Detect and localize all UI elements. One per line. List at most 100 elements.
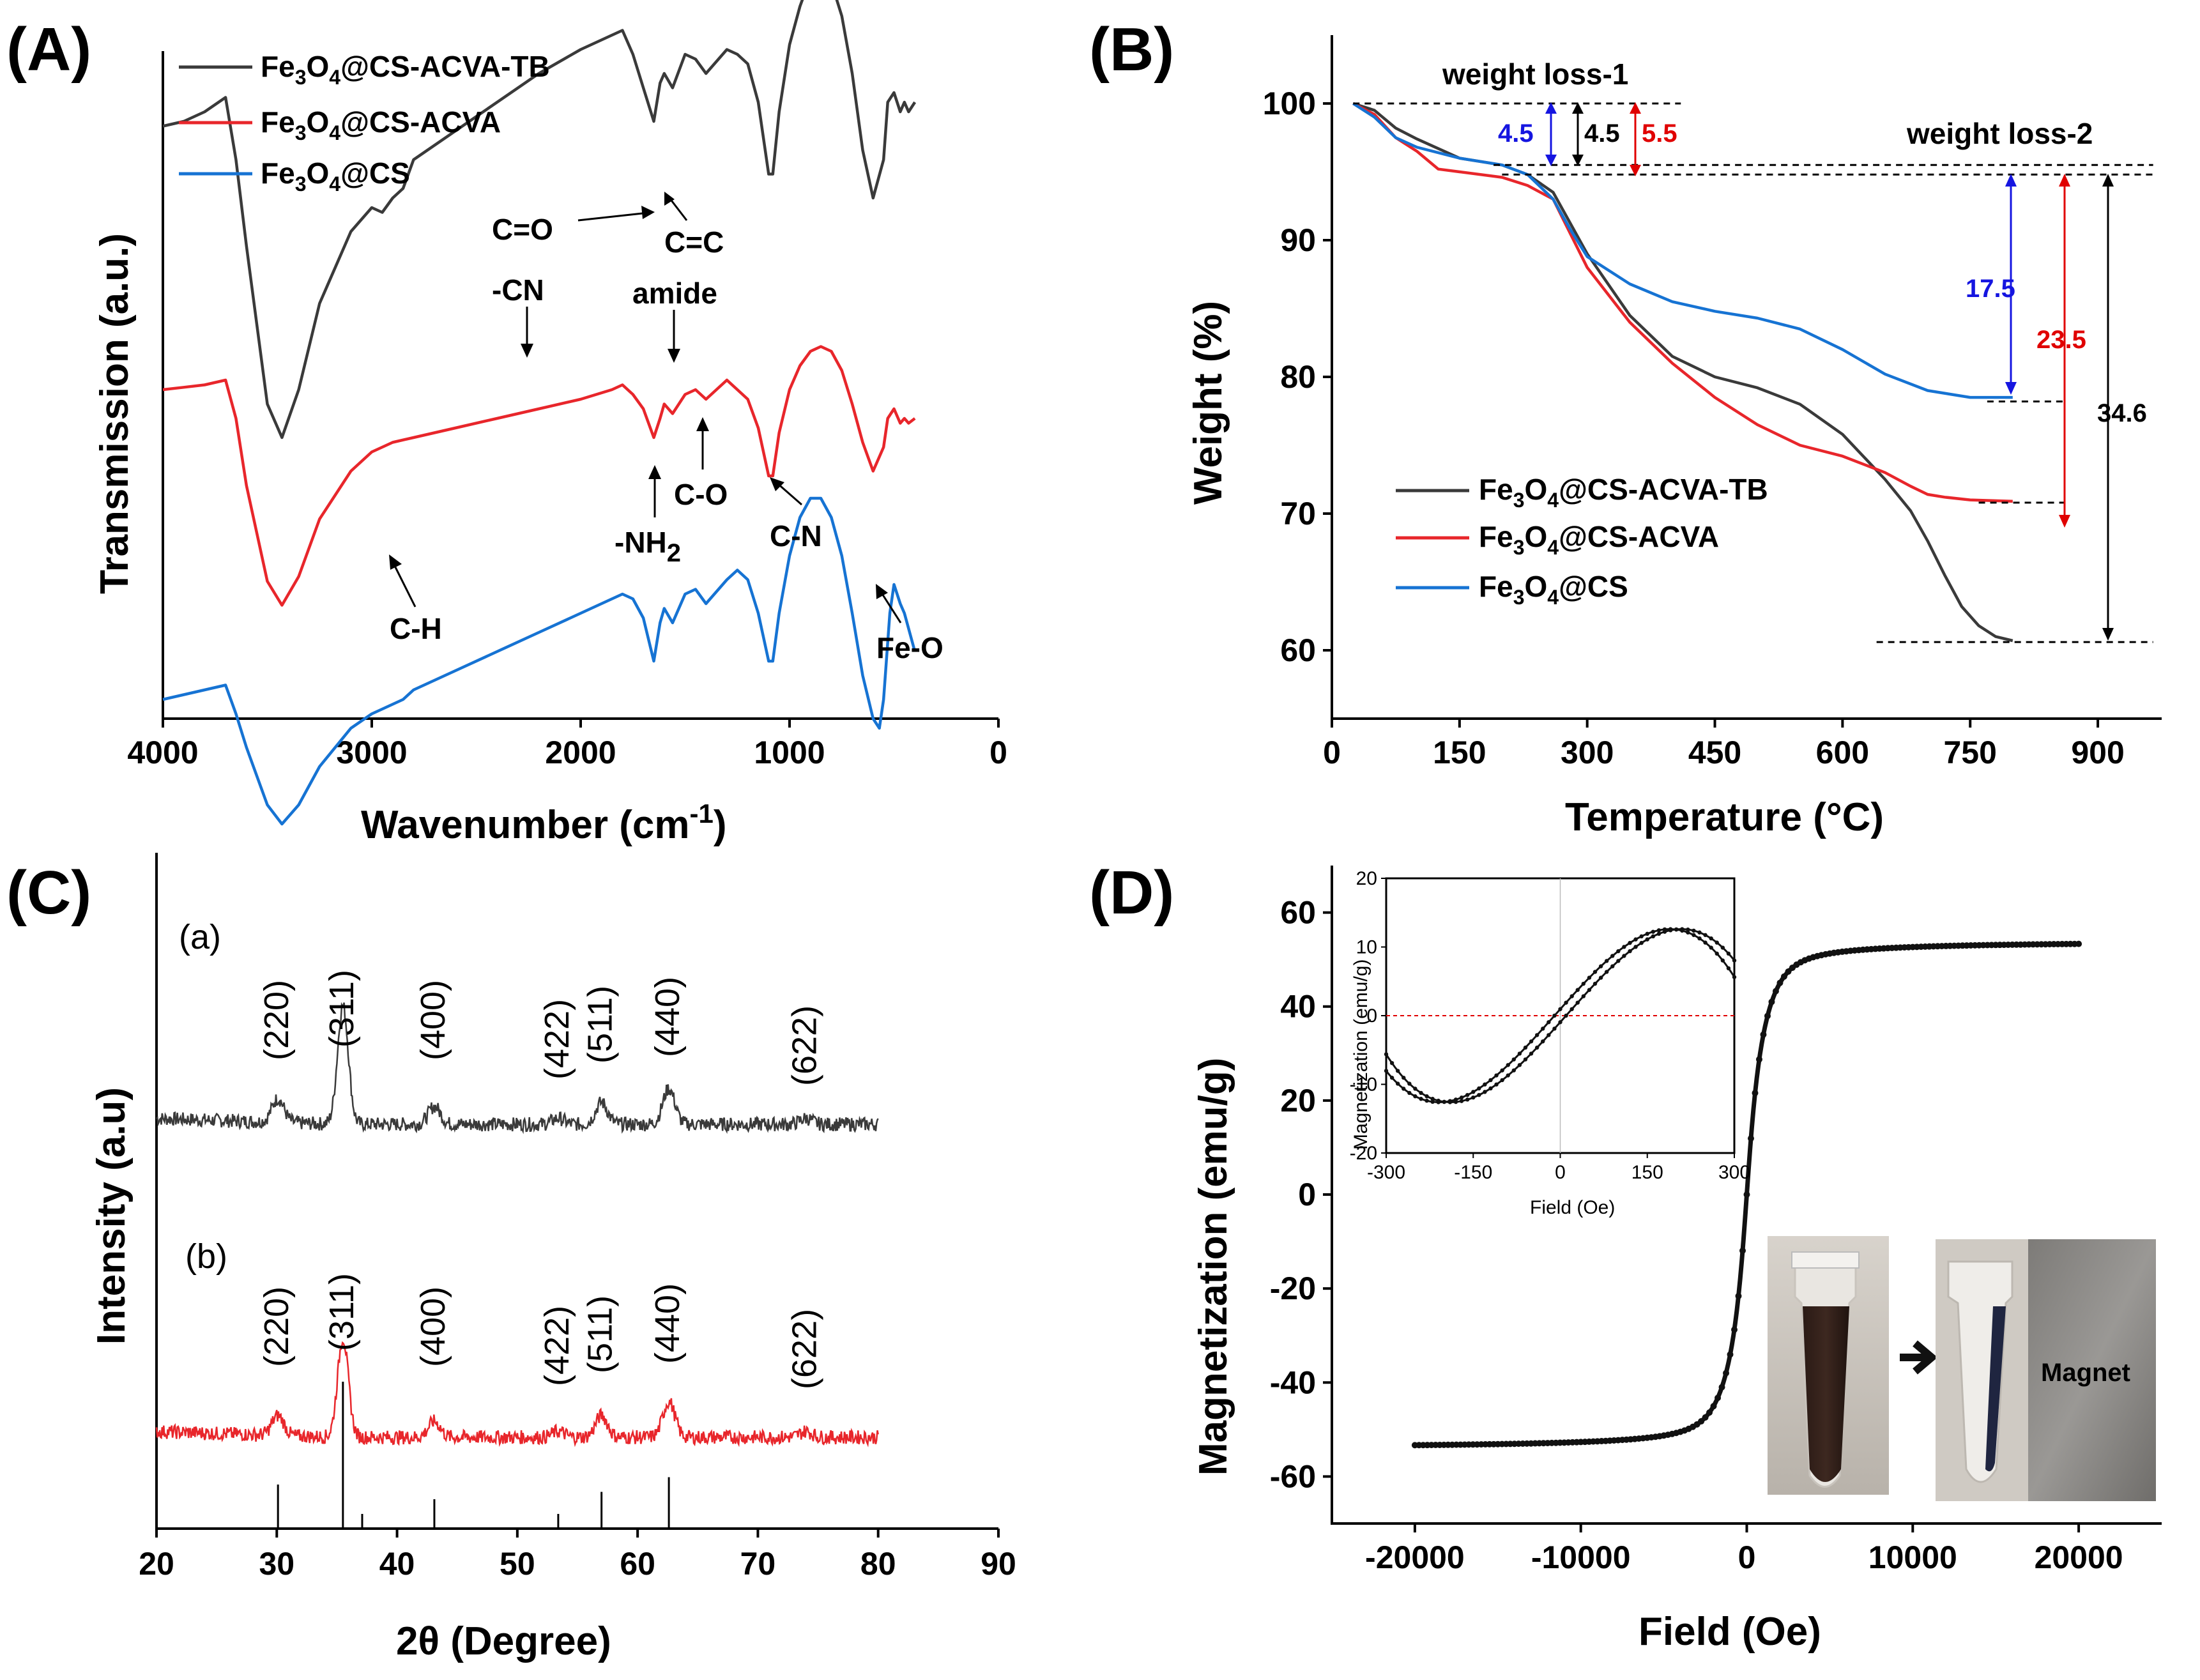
inset-point [1395, 1069, 1400, 1073]
inset-point [1483, 1082, 1487, 1087]
inset-point [1471, 1095, 1476, 1100]
d-mh-point [1772, 988, 1779, 995]
inset-point [1448, 1099, 1453, 1103]
legend-a-tb: Fe3O4@CS-ACVA-TB [261, 50, 550, 89]
inset-point [1639, 934, 1644, 939]
ann-co: C=O [492, 213, 553, 246]
inset-ytick-label: -20 [1350, 1143, 1377, 1164]
inset-point [1442, 1099, 1447, 1104]
inset-point [1604, 970, 1609, 974]
panel-a-series [162, 0, 917, 826]
b-ytick-label: 100 [1263, 86, 1316, 121]
panel-b-tga: (B) 0 150 300 450 600 750 900 60 70 80 90 100 Tempe… [1089, 15, 2162, 839]
inset-point [1651, 934, 1656, 939]
inset-point [1500, 1078, 1504, 1083]
panel-a-annotations [389, 192, 902, 623]
b-ytick-label: 90 [1280, 222, 1316, 258]
inset-point [1413, 1094, 1417, 1099]
panel-d-axes [1331, 866, 2162, 1525]
a-series-1 [162, 345, 916, 607]
ann-nh2: -NH2 [615, 526, 681, 567]
panel-d-series [1411, 940, 2082, 1449]
ann-b-red-big: 23.5 [2036, 326, 2086, 354]
d-mh-point [1764, 1012, 1771, 1019]
ann-amide: amide [632, 277, 717, 310]
inset-point [1570, 994, 1574, 998]
d-mh-point [1731, 1326, 1738, 1333]
b-xtick-label: 600 [1816, 735, 1869, 770]
c-series-1 [155, 1341, 879, 1447]
a-xtick-label: 2000 [545, 735, 616, 770]
inset-ytick-label: 20 [1356, 868, 1377, 889]
arrow-ch [392, 561, 416, 607]
inset-point [1384, 1052, 1389, 1057]
inset-point [1506, 1063, 1510, 1067]
ann-weight-loss-1: weight loss-1 [1442, 57, 1628, 91]
inset-point [1604, 959, 1609, 963]
d-xtick-label: -20000 [1365, 1539, 1465, 1575]
inset-point [1547, 1020, 1551, 1025]
inset-point [1656, 928, 1661, 933]
inset-point [1645, 931, 1649, 936]
inset-point [1384, 1069, 1389, 1073]
d-mh-point [1785, 968, 1792, 975]
panel-a-x-ticks: 4000 3000 2000 1000 0 [127, 719, 1007, 770]
panel-a-label: (A) [6, 15, 91, 84]
c-series-0 [156, 1002, 879, 1134]
inset-point [1639, 940, 1644, 945]
inset-point [1581, 981, 1586, 986]
inset-point [1541, 1039, 1545, 1044]
b-series-0 [1352, 102, 2013, 643]
inset-point [1575, 1000, 1580, 1005]
tube-separated [1985, 1306, 2006, 1472]
magnet-block [2028, 1239, 2156, 1501]
inset-point [1587, 975, 1592, 980]
inset-point [1709, 945, 1713, 950]
panel-a-axes [162, 51, 998, 720]
inset-point [1389, 1075, 1394, 1080]
inset-point [1477, 1086, 1481, 1091]
inset-point [1459, 1099, 1464, 1103]
inset-point [1413, 1087, 1417, 1091]
c-peak-label: (422) [538, 999, 576, 1080]
panel-c-y-title: Intensity (a.u) [89, 1087, 134, 1345]
inset-point [1668, 927, 1673, 931]
panel-a-x-title: Wavenumber (cm-1) [361, 798, 727, 847]
tube-suspension [1803, 1306, 1849, 1482]
panel-a-y-title: Transmission (a.u.) [93, 233, 137, 594]
inset-x-title: Field (Oe) [1530, 1197, 1615, 1218]
d-mh-point [1718, 1384, 1725, 1391]
d-mh-point [1776, 979, 1784, 986]
c-xtick-label: 70 [740, 1546, 776, 1582]
inset-point [1407, 1081, 1412, 1086]
panel-d-ticks: -20000 -10000 0 10000 20000 -60 -40 -20 0 20 40 60 [1270, 895, 2123, 1575]
c-xtick-label: 50 [500, 1546, 535, 1582]
c-peak-label: (622) [786, 1005, 824, 1086]
a-xtick-label: 3000 [336, 735, 407, 770]
inset-point [1395, 1081, 1400, 1086]
inset-ytick-label: 0 [1366, 1005, 1377, 1027]
inset-point [1703, 933, 1707, 937]
inset-point [1732, 975, 1737, 979]
inset-point [1453, 1097, 1458, 1102]
ann-b-blue-big: 17.5 [1966, 275, 2015, 303]
inset-ticks: -300 -150 0 150 300 20 10 0 -10 -20 [1350, 868, 1750, 1183]
b-series-1 [1352, 102, 2013, 503]
legend-a-cs: Fe3O4@CS [261, 157, 410, 195]
inset-point [1402, 1075, 1406, 1080]
d-ytick-label: -40 [1270, 1364, 1316, 1400]
inset-point [1419, 1090, 1423, 1096]
inset-point [1529, 1051, 1534, 1056]
inset-y-title: Magnetization (emu/g) [1350, 959, 1371, 1150]
inset-point [1436, 1100, 1440, 1104]
d-mh-point [1727, 1351, 1734, 1358]
inset-point [1558, 1020, 1562, 1025]
ann-feo: Fe-O [876, 631, 943, 664]
c-peak-label: (511) [581, 986, 620, 1064]
inset-xtick-label: -300 [1367, 1162, 1405, 1183]
d-mh-point [1768, 998, 1775, 1005]
d-mh-point [1715, 1394, 1722, 1401]
ann-cn2: C-N [770, 519, 822, 553]
c-peak-label: (311) [323, 1273, 361, 1351]
c-peak-label: (220) [257, 980, 296, 1060]
